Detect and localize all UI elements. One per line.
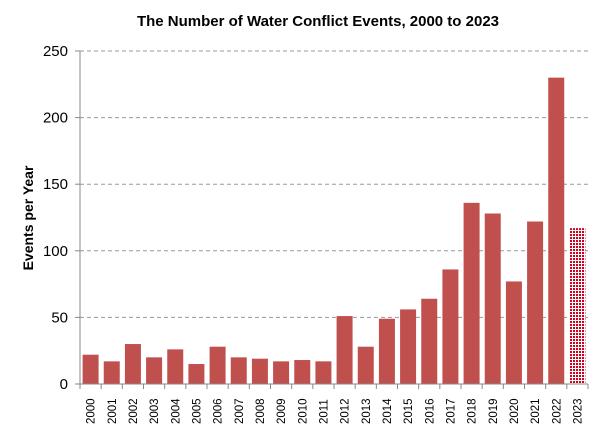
x-tick-label: 2002 xyxy=(128,398,140,424)
y-tick-label: 250 xyxy=(43,43,68,60)
x-tick-label: 2020 xyxy=(509,398,521,424)
bar-2002 xyxy=(124,344,141,384)
bar-2012 xyxy=(336,316,353,384)
x-tick-label: 2008 xyxy=(255,398,267,424)
chart-title: The Number of Water Conflict Events, 200… xyxy=(137,13,499,30)
bar-2008 xyxy=(251,358,268,384)
bar-2010 xyxy=(294,360,311,384)
x-tick-label: 2005 xyxy=(191,398,203,424)
x-tick-label: 2004 xyxy=(170,398,182,424)
bar-2016 xyxy=(421,298,438,384)
x-tick-label: 2019 xyxy=(488,398,500,424)
y-tick-label: 150 xyxy=(43,176,68,193)
bar-2017 xyxy=(442,269,459,384)
bar-2004 xyxy=(167,349,184,384)
bar-2022 xyxy=(548,77,565,384)
x-tick-label: 2003 xyxy=(149,398,161,424)
x-tick-label: 2001 xyxy=(107,398,119,424)
y-axis-label: Events per Year xyxy=(20,165,36,270)
bar-2006 xyxy=(209,346,226,384)
x-tick-label: 2022 xyxy=(551,398,563,424)
x-tick-label: 2012 xyxy=(340,398,352,424)
bar-2001 xyxy=(103,361,120,384)
bar-2023 xyxy=(569,228,586,384)
bar-2015 xyxy=(400,309,417,384)
y-tick-label: 50 xyxy=(51,309,68,326)
x-tick-label: 2021 xyxy=(530,398,542,424)
bar-2021 xyxy=(527,221,544,384)
y-tick-label: 200 xyxy=(43,110,68,127)
x-tick-label: 2014 xyxy=(382,398,394,424)
x-tick-label: 2010 xyxy=(297,398,309,424)
x-tick-label: 2013 xyxy=(361,398,373,424)
y-tick-label: 100 xyxy=(43,243,68,260)
bar-2011 xyxy=(315,361,332,384)
bar-2009 xyxy=(273,361,290,384)
x-tick-label: 2000 xyxy=(86,398,98,424)
x-tick-label: 2015 xyxy=(403,398,415,424)
bar-2003 xyxy=(146,357,163,384)
x-tick-label: 2009 xyxy=(276,398,288,424)
x-tick-label: 2006 xyxy=(213,398,225,424)
bar-2000 xyxy=(82,354,99,384)
bar-2018 xyxy=(463,202,480,384)
y-tick-label: 0 xyxy=(60,376,68,393)
x-tick-label: 2023 xyxy=(572,398,584,424)
x-tick-label: 2018 xyxy=(467,398,479,424)
x-tick-label: 2011 xyxy=(318,399,330,424)
bar-2005 xyxy=(188,364,205,384)
x-tick-label: 2017 xyxy=(445,398,457,424)
bar-2007 xyxy=(230,357,247,384)
bar-2013 xyxy=(357,346,374,384)
x-tick-label: 2016 xyxy=(424,398,436,424)
bar-2014 xyxy=(378,318,395,384)
bar-2020 xyxy=(505,281,522,384)
bar-2019 xyxy=(484,213,501,384)
x-tick-label: 2007 xyxy=(234,398,246,424)
